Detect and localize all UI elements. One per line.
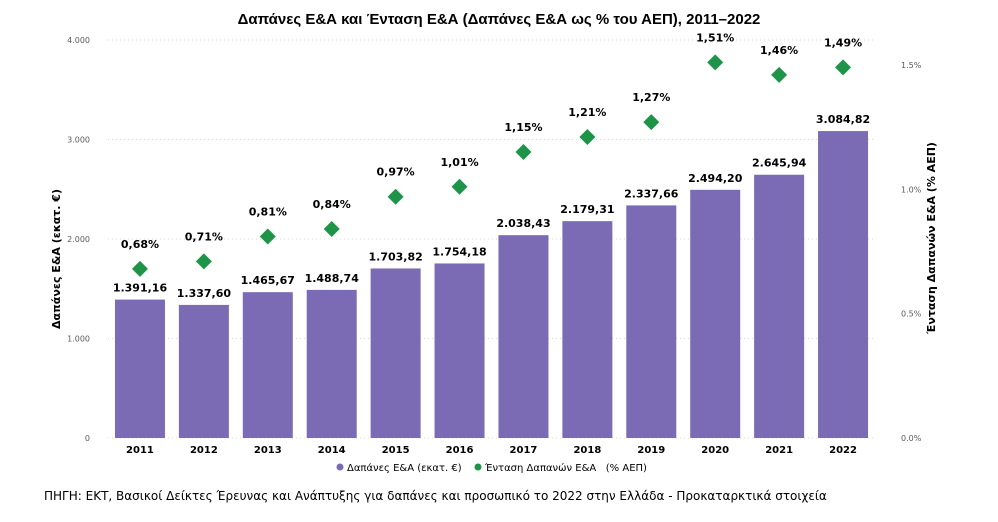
- y-tick-label: 0: [85, 434, 90, 443]
- x-tick-label: 2011: [126, 445, 154, 456]
- bar-value-label: 1.488,74: [305, 272, 360, 285]
- x-tick-label: 2017: [510, 445, 538, 456]
- bar-value-label: 2.038,43: [496, 217, 550, 230]
- scatter-point: [451, 178, 468, 195]
- bar-series: [114, 131, 869, 438]
- bar-value-label: 1.391,16: [113, 282, 168, 295]
- x-tick-label: 2015: [382, 445, 410, 456]
- x-tick-label: 2019: [637, 445, 665, 456]
- point-value-label: 1,49%: [824, 36, 862, 49]
- point-value-label: 0,84%: [313, 198, 351, 211]
- bar: [562, 221, 613, 438]
- scatter-point: [515, 143, 532, 160]
- point-value-label: 1,51%: [696, 31, 734, 44]
- scatter-point: [387, 188, 404, 205]
- scatter-point: [771, 66, 788, 83]
- y-right-tick-label: 0.0%: [901, 434, 922, 443]
- y-tick-label: 4.000: [67, 36, 90, 45]
- legend-label-bars: Δαπάνες Ε&Α (εκατ. €): [347, 462, 462, 474]
- x-tick-label: 2022: [829, 445, 857, 456]
- x-axis-ticks: 2011 2012 2013 2014 2015 2016 2017 2018 2019 2020…: [126, 445, 857, 456]
- x-tick-label: 2014: [318, 445, 346, 456]
- bar-value-label: 2.645,94: [752, 157, 807, 170]
- point-value-label: 0,81%: [249, 206, 287, 219]
- legend-marker-bars: [336, 463, 344, 471]
- point-value-label: 1,01%: [440, 156, 478, 169]
- bar: [626, 205, 677, 438]
- scatter-point: [323, 221, 340, 238]
- bar: [114, 299, 165, 438]
- bar-value-label: 1.337,60: [177, 287, 232, 300]
- point-value-label: 1,27%: [632, 91, 670, 104]
- point-value-label: 0,97%: [377, 166, 415, 179]
- bar-value-label: 1.703,82: [368, 250, 422, 263]
- x-tick-label: 2013: [254, 445, 282, 456]
- x-tick-label: 2021: [765, 445, 793, 456]
- y-axis-title: Δαπάνες Ε&Α (εκατ. €): [50, 189, 63, 329]
- point-value-label: 1,46%: [760, 44, 798, 57]
- legend-marker-points: [474, 463, 482, 471]
- scatter-point: [131, 260, 148, 277]
- y-right-tick-label: 0.5%: [901, 310, 922, 319]
- x-tick-label: 2016: [446, 445, 474, 456]
- y-right-tick-label: 1.5%: [901, 61, 922, 70]
- bar: [754, 174, 805, 438]
- bar: [242, 292, 293, 438]
- x-tick-label: 2020: [701, 445, 729, 456]
- bar-value-label: 3.084,82: [816, 113, 870, 126]
- y-right-tick-label: 1.0%: [901, 185, 922, 194]
- scatter-point: [259, 228, 276, 245]
- point-value-label: 1,15%: [504, 121, 542, 134]
- y-tick-label: 1.000: [67, 335, 90, 344]
- scatter-point: [579, 129, 596, 146]
- bar-value-label: 2.337,66: [624, 187, 679, 200]
- legend-label-points: Ένταση Δαπανών Ε&Α (% ΑΕΠ): [484, 462, 647, 474]
- bar-value-label: 1.465,67: [241, 274, 295, 287]
- scatter-point: [707, 54, 724, 71]
- point-value-label: 1,21%: [568, 106, 606, 119]
- y-axis-right-ticks: 0.0% 0.5% 1.0% 1.5%: [901, 61, 922, 443]
- scatter-point: [835, 59, 852, 76]
- y-axis-right-title: Ένταση Δαπανών Ε&Α (% ΑΕΠ): [925, 142, 938, 335]
- point-value-label: 0,68%: [121, 238, 159, 251]
- scatter-point: [643, 114, 660, 131]
- scatter-series: [131, 54, 852, 277]
- legend: Δαπάνες Ε&Α (εκατ. €) Ένταση Δαπανών Ε&Α…: [336, 462, 647, 474]
- bar: [370, 268, 421, 438]
- x-tick-label: 2012: [190, 445, 218, 456]
- bar: [306, 289, 357, 438]
- bar-value-label: 2.179,31: [560, 203, 614, 216]
- bar-value-label: 1.754,18: [432, 245, 486, 258]
- bar: [498, 235, 549, 438]
- bar: [818, 131, 869, 438]
- scatter-point: [195, 253, 212, 270]
- bar: [178, 304, 229, 438]
- scatter-data-labels: 0,68% 0,71% 0,81% 0,84% 0,97% 1,01% 1,15% 1,21%…: [121, 31, 862, 250]
- bar: [690, 189, 741, 438]
- chart-title: Δαπάνες Ε&Α και Ένταση Ε&Α (Δαπάνες Ε&Α …: [238, 11, 761, 28]
- source-note: ΠΗΓΗ: ΕΚΤ, Βασικοί Δείκτες Έρευνας και Α…: [44, 489, 827, 503]
- x-tick-label: 2018: [573, 445, 601, 456]
- y-axis-ticks: 0 1.000 2.000 3.000 4.000: [67, 36, 90, 443]
- bar: [434, 263, 485, 438]
- bar-value-label: 2.494,20: [688, 172, 743, 185]
- bar-data-labels: 1.391,16 1.337,60 1.465,67 1.488,74 1.703,82…: [113, 113, 870, 300]
- point-value-label: 0,71%: [185, 230, 223, 243]
- y-tick-label: 2.000: [67, 235, 90, 244]
- y-tick-label: 3.000: [67, 136, 90, 145]
